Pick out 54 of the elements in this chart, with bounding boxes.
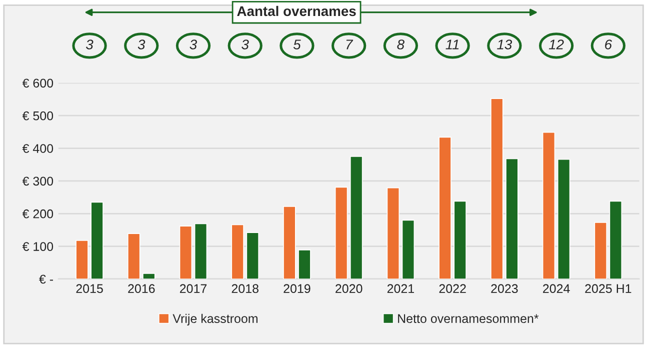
text: 3 <box>242 40 249 50</box>
bar <box>334 186 348 279</box>
bar <box>194 223 208 279</box>
bar <box>402 220 415 279</box>
bar <box>283 206 296 279</box>
bar <box>231 224 244 279</box>
y-tick-label: € 200 <box>22 209 54 218</box>
y-tick-label: € - <box>39 274 53 284</box>
text: 11 <box>446 40 459 50</box>
bar <box>142 273 156 279</box>
chart-title: Aantal overnames <box>237 6 356 16</box>
bar <box>594 222 608 279</box>
legend-label: Vrije kasstroom <box>172 314 258 326</box>
y-tick-label: € 300 <box>22 176 54 186</box>
x-tick-label: 2022 <box>439 284 466 294</box>
bar <box>542 132 556 279</box>
bar <box>609 200 622 279</box>
bar <box>506 158 518 279</box>
y-tick-label: € 100 <box>22 242 54 251</box>
x-tick-label: 2020 <box>336 284 362 294</box>
x-tick-label: 2016 <box>128 284 155 294</box>
bar <box>490 98 504 279</box>
legend-label: Netto overnamesommen* <box>398 314 539 324</box>
x-tick-label: 2021 <box>387 284 414 294</box>
bar <box>386 187 400 279</box>
x-tick-label: 2024 <box>543 284 570 294</box>
x-tick-label: 2018 <box>232 284 258 294</box>
text: 3 <box>138 40 146 50</box>
bar <box>90 202 104 279</box>
x-tick-label: 2023 <box>491 284 518 294</box>
bar <box>179 226 192 279</box>
y-tick-label: € 400 <box>22 144 54 153</box>
text: 12 <box>548 40 564 50</box>
x-tick-label: 2019 <box>284 284 310 294</box>
text: 8 <box>397 40 404 50</box>
text: 7 <box>346 40 354 50</box>
bar <box>454 200 466 279</box>
bar <box>246 232 260 279</box>
y-tick-label: € 500 <box>22 111 54 120</box>
text: 5 <box>293 40 301 50</box>
y-tick-label: € 600 <box>22 78 54 88</box>
bar <box>557 158 570 279</box>
text: 13 <box>497 40 512 50</box>
text: 3 <box>86 40 94 50</box>
bar <box>76 240 88 279</box>
bar <box>350 156 363 279</box>
bar <box>298 249 311 279</box>
x-tick-label: 2017 <box>180 284 207 294</box>
bar <box>127 233 140 279</box>
x-tick-label: 2025 H1 <box>585 284 632 294</box>
text: 3 <box>190 40 197 50</box>
text: 6 <box>605 40 612 50</box>
x-tick-label: 2015 <box>76 284 103 294</box>
bar <box>438 136 452 279</box>
